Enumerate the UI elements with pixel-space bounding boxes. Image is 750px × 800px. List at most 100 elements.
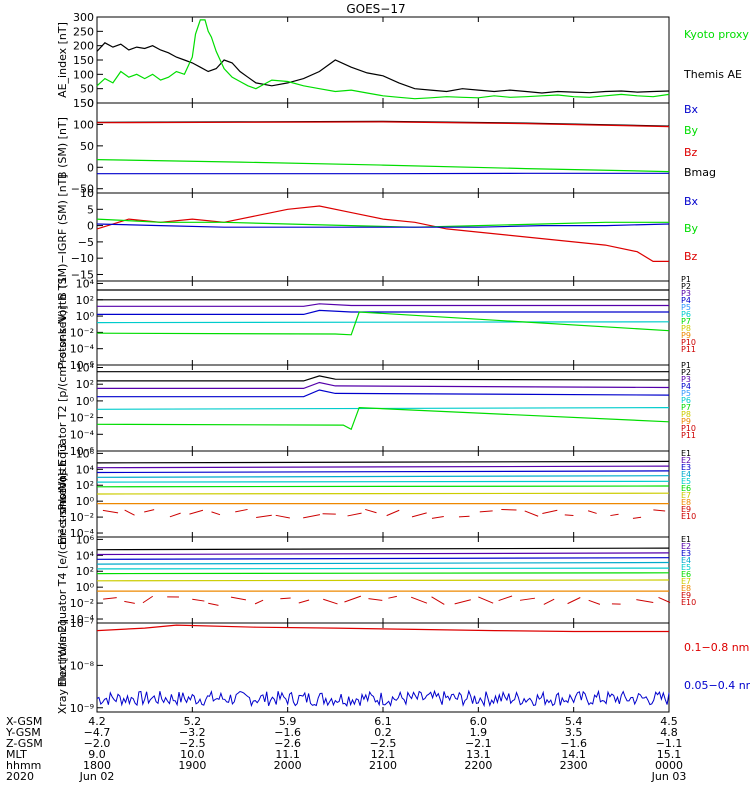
legend-entry: P9 — [681, 331, 691, 340]
series-line-e5 — [96, 567, 670, 570]
series-line-bx — [96, 223, 670, 228]
noisy-channel-segment — [365, 508, 377, 514]
noisy-channel-segment — [280, 597, 291, 600]
y-tick-label: 0 — [87, 220, 94, 233]
noisy-channel-segment — [388, 595, 397, 599]
legend-entry: P5 — [681, 389, 691, 398]
y-tick-label: 10² — [76, 378, 94, 391]
noisy-channel-segment — [298, 599, 310, 604]
y-tick-label: 10² — [76, 294, 94, 307]
series-line-p6 — [96, 311, 670, 336]
noisy-channel-segment — [386, 509, 400, 517]
y-tick-label: 10² — [76, 565, 94, 578]
xaxis-row-label: hhmm — [6, 759, 41, 772]
xaxis-value: 13.1 — [466, 748, 491, 761]
series-line-bz — [96, 205, 669, 262]
noisy-channel-segment — [498, 595, 513, 602]
legend-entry: E4 — [681, 470, 691, 479]
noisy-channel-segment — [431, 596, 445, 605]
y-tick-label: 10⁻⁹ — [70, 702, 94, 715]
series-line-0-1-0-8-nm — [96, 624, 669, 633]
y-tick-label: 10⁴ — [76, 463, 95, 476]
y-tick-label: 300 — [73, 11, 94, 24]
series-line-kyoto-proxy-ae — [96, 19, 670, 100]
xaxis-value: 2100 — [369, 759, 397, 772]
noisy-channel-segment — [411, 512, 427, 518]
noisy-channel-segment — [588, 599, 601, 605]
xaxis-value: 6.1 — [374, 715, 392, 728]
legend-entry: P8 — [681, 410, 691, 419]
series-line-p3 — [97, 381, 670, 389]
series-line-p6 — [96, 406, 670, 431]
series-line-e5 — [96, 480, 670, 483]
y-tick-label: 10⁻⁴ — [70, 428, 95, 441]
noisy-channel-segment — [230, 596, 247, 601]
y-tick-label: 10⁴ — [76, 362, 95, 375]
chart-title: GOES−17 — [346, 2, 405, 16]
legend-entry: P6 — [681, 310, 691, 319]
noisy-channel-segment — [564, 514, 574, 517]
series-line-p4 — [97, 309, 669, 315]
legend-entry: By — [684, 124, 699, 137]
xaxis-value: 15.1 — [657, 748, 682, 761]
noisy-channel-segment — [410, 596, 428, 604]
y-tick-label: 10² — [76, 479, 94, 492]
y-tick-label: 10⁰ — [76, 395, 95, 408]
series-line-p4 — [97, 389, 670, 398]
legend-entry: Bx — [684, 103, 699, 116]
legend-entry: By — [684, 222, 699, 235]
noisy-channel-segment — [479, 510, 493, 513]
y-axis-label: Protons Equator T2 [p/(cm²-s-sr-keV)] — [56, 305, 69, 510]
noisy-channel-segment — [653, 509, 666, 512]
noisy-channel-segment — [658, 597, 671, 603]
xaxis-value: −2.0 — [84, 737, 111, 750]
series-line-e4 — [96, 475, 670, 478]
noisy-channel-segment — [169, 512, 181, 518]
noisy-channel-segment — [103, 597, 117, 600]
legend-entry: Kyoto proxy AE — [684, 28, 750, 41]
noisy-channel-segment — [501, 509, 517, 511]
y-tick-label: 10⁻⁷ — [70, 617, 94, 630]
y-tick-label: 150 — [73, 97, 94, 110]
xaxis-value: −1.6 — [560, 737, 587, 750]
series-line-themis-ae — [96, 42, 670, 94]
y-tick-label: 10⁻⁴ — [70, 343, 95, 356]
y-tick-label: 10⁰ — [76, 310, 95, 323]
y-tick-label: 10⁰ — [76, 495, 95, 508]
y-tick-label: −10 — [71, 252, 94, 265]
xaxis-row-label: 2020 — [6, 770, 34, 783]
noisy-channel-segment — [524, 510, 539, 517]
legend-entry: E2 — [681, 456, 691, 465]
legend-entry: P1 — [681, 275, 691, 284]
noisy-channel-segment — [347, 512, 362, 517]
y-axis-label: B (SM) [nT] — [56, 117, 69, 179]
legend-entry: E10 — [681, 512, 696, 521]
series-line-p3 — [97, 303, 669, 307]
legend-entry: E3 — [681, 549, 691, 558]
y-tick-label: 10⁴ — [76, 277, 95, 290]
legend-entry: 0.05−0.4 nm — [684, 679, 750, 692]
noisy-channel-segment — [458, 515, 470, 518]
xaxis-row-label: Y-GSM — [5, 726, 41, 739]
y-tick-label: 10⁻² — [70, 412, 94, 425]
noisy-channel-segment — [275, 514, 290, 519]
y-tick-label: 10⁴ — [76, 549, 95, 562]
y-axis-label: Xray flux [W/m2] — [56, 621, 69, 715]
y-tick-label: 200 — [73, 40, 94, 53]
xaxis-value: 2200 — [464, 759, 492, 772]
noisy-channel-segment — [519, 597, 536, 601]
y-tick-label: −50 — [71, 183, 94, 196]
y-axis-label: Protons North T1 — [56, 277, 69, 370]
legend-entry: Themis AE — [683, 68, 742, 81]
y-tick-label: 250 — [73, 25, 94, 38]
y-axis-label: AE_index [nT] — [56, 22, 69, 98]
xaxis-value: −2.1 — [465, 737, 492, 750]
y-tick-label: 5 — [87, 203, 94, 216]
noisy-channel-segment — [323, 598, 338, 605]
panel-2: 150 100 50 0 −50B (SM) [nT] Bx By Bz Bmag — [56, 97, 716, 196]
xaxis-value: 1.9 — [470, 726, 488, 739]
series-line-e6 — [96, 485, 670, 488]
